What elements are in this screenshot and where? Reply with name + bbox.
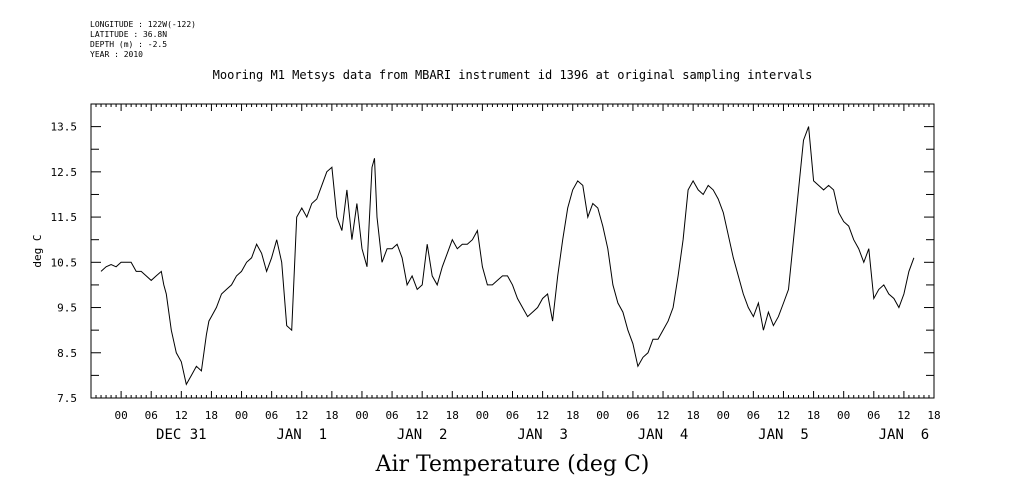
x-day-label: JAN 3	[517, 427, 568, 443]
x-hour-label: 18	[927, 409, 940, 422]
x-hour-label: 00	[235, 409, 248, 422]
plot-frame	[90, 103, 935, 399]
latitude-text: LATITUDE : 36.8N	[90, 30, 168, 39]
x-hour-label: 06	[385, 409, 398, 422]
y-axis-label: deg C	[31, 234, 44, 267]
x-hour-label: 06	[626, 409, 639, 422]
x-hour-label: 18	[807, 409, 820, 422]
x-hour-label: 12	[656, 409, 669, 422]
x-hour-labels: 00 06 12 18 00 06 12 18 00 06 12 18 00 06 12 18 00 06 12 18…	[114, 409, 940, 422]
x-hour-label: 12	[897, 409, 910, 422]
x-hour-label: 00	[837, 409, 850, 422]
x-hour-label: 00	[476, 409, 489, 422]
series-line	[100, 126, 915, 386]
x-day-label: JAN 4	[638, 427, 689, 443]
y-tick-label: 13.5	[51, 121, 78, 134]
x-hour-label: 18	[687, 409, 700, 422]
x-hour-label: 06	[867, 409, 880, 422]
x-hour-label: 00	[596, 409, 609, 422]
x-day-label: JAN 6	[879, 427, 930, 443]
chart-title: Mooring M1 Metsys data from MBARI instru…	[212, 68, 813, 82]
x-day-label: DEC 31	[156, 427, 207, 443]
y-tick-label: 12.5	[51, 166, 78, 179]
x-hour-label: 18	[325, 409, 338, 422]
x-hour-label: 06	[265, 409, 278, 422]
x-day-label: JAN 2	[397, 427, 448, 443]
x-hour-label: 18	[205, 409, 218, 422]
y-tick-label: 11.5	[51, 211, 78, 224]
x-hour-label: 06	[506, 409, 519, 422]
x-hour-label: 12	[295, 409, 308, 422]
y-tick-label: 9.5	[57, 302, 77, 315]
x-hour-label: 06	[747, 409, 760, 422]
x-hour-label: 06	[145, 409, 158, 422]
year-text: YEAR : 2010	[90, 50, 143, 59]
x-hour-label: 00	[114, 409, 127, 422]
x-hour-label: 12	[536, 409, 549, 422]
axis-ticks	[90, 103, 935, 399]
footer-label: Air Temperature (deg C)	[375, 452, 650, 477]
x-day-label: JAN 1	[276, 427, 327, 443]
x-day-labels: DEC 31 JAN 1 JAN 2 JAN 3 JAN 4 JAN 5 JAN 6	[156, 427, 929, 443]
metadata-block: LONGITUDE : 122W(-122) LATITUDE : 36.8N …	[90, 20, 196, 60]
y-tick-label: 7.5	[57, 392, 77, 405]
y-tick-label: 8.5	[57, 347, 77, 360]
x-hour-label: 18	[446, 409, 459, 422]
x-hour-label: 12	[416, 409, 429, 422]
x-hour-label: 12	[175, 409, 188, 422]
x-day-label: JAN 5	[758, 427, 809, 443]
depth-text: DEPTH (m) : -2.5	[90, 40, 168, 49]
x-hour-label: 12	[777, 409, 790, 422]
y-tick-labels: 7.5 8.5 9.5 10.5 11.5 12.5 13.5	[51, 121, 78, 405]
x-hour-label: 00	[355, 409, 368, 422]
x-hour-label: 18	[566, 409, 579, 422]
x-hour-label: 00	[717, 409, 730, 422]
y-tick-label: 10.5	[51, 256, 78, 269]
longitude-text: LONGITUDE : 122W(-122)	[90, 20, 196, 29]
